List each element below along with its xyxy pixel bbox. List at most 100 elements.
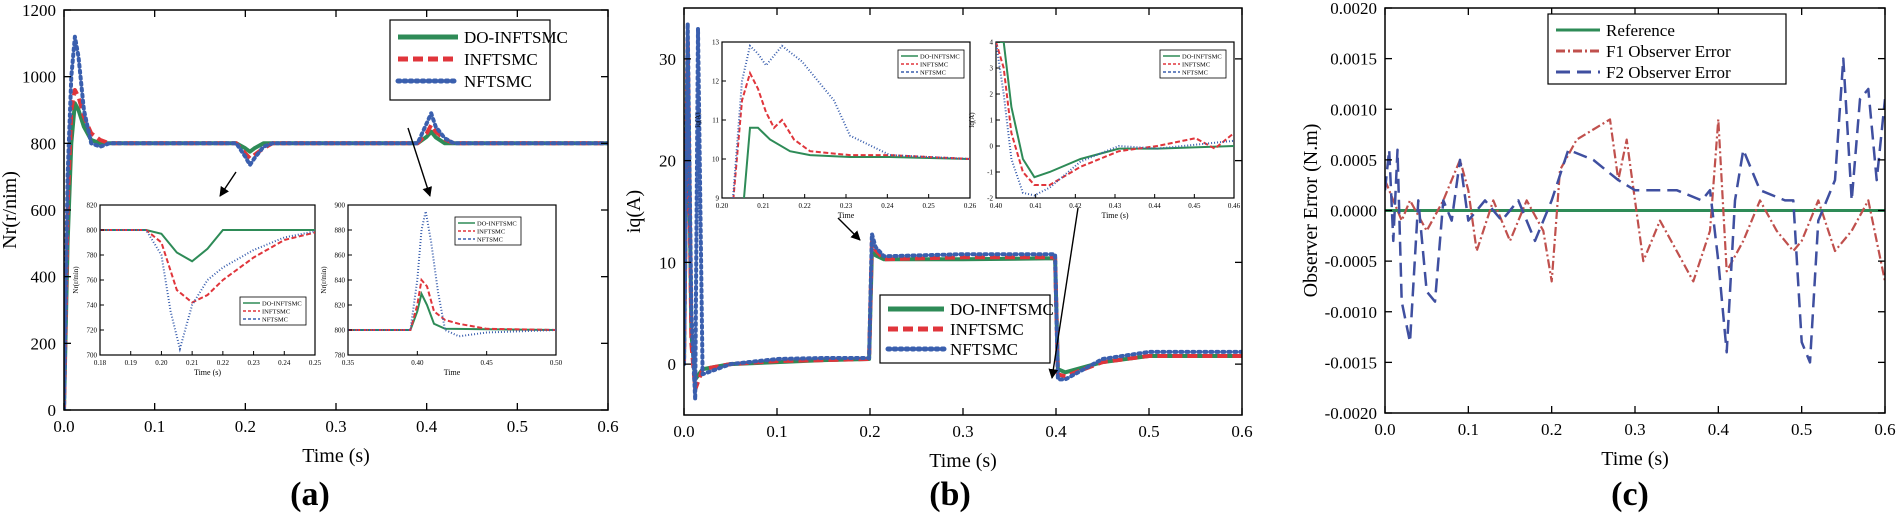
inset-legend-entry: NFTSMC <box>477 237 503 244</box>
inset-x-tick-label: 0.25 <box>309 359 322 367</box>
x-tick-label: 0.5 <box>1138 422 1159 441</box>
x-tick-label: 0.3 <box>1624 420 1645 439</box>
series-line-do-inftsmc <box>64 101 608 410</box>
inset-y-tick-label: 880 <box>335 227 346 235</box>
zoom-arrow <box>1048 207 1079 379</box>
y-tick-label: 0.0010 <box>1330 100 1377 119</box>
y-tick-label: 0.0005 <box>1330 151 1377 170</box>
inset-x-tick-label: 0.46 <box>1228 202 1241 210</box>
inset-series-line <box>100 229 315 304</box>
x-tick-label: 0.4 <box>1708 420 1730 439</box>
x-tick-label: 0.6 <box>1874 420 1895 439</box>
zoom-arrow <box>219 171 237 197</box>
y-tick-label: 20 <box>659 152 676 171</box>
series-line-nftsmc <box>684 21 1242 402</box>
inset-y-tick-label: 720 <box>87 327 98 335</box>
inset-y-tick-label: 780 <box>87 252 98 260</box>
inset-legend-entry: DO-INFTSMC <box>262 301 302 308</box>
x-tick-label: 0.4 <box>1045 422 1067 441</box>
inset-series-line <box>996 42 1234 179</box>
y-tick-label: 0.0020 <box>1330 0 1377 18</box>
inset-x-tick-label: 0.42 <box>1069 202 1082 210</box>
legend-entry: NFTSMC <box>950 340 1018 359</box>
legend: Reference F1 Observer Error F2 Observer Er… <box>1547 13 1787 85</box>
zoom-arrow <box>837 217 861 241</box>
inset-series-line <box>996 42 1234 197</box>
x-tick-label: 0.2 <box>1541 420 1562 439</box>
y-tick-label: 600 <box>31 201 57 220</box>
series-group <box>1385 57 1885 364</box>
inset-plot: 0.20 0.21 0.22 0.23 0.24 0.25 0.26 9 10 11 12 13 Tim… <box>694 39 977 221</box>
inset-legend-entry: INFTSMC <box>1182 62 1210 69</box>
inset-x-tick-label: 0.22 <box>799 202 812 210</box>
x-tick-label: 0.0 <box>673 422 694 441</box>
inset-y-tick-label: 900 <box>335 202 346 210</box>
y-tick-label: 400 <box>31 268 57 287</box>
panel-label: (c) <box>1611 476 1649 513</box>
y-tick-label: -0.0015 <box>1325 353 1377 372</box>
series-line-inftsmc <box>64 88 608 410</box>
legend-entry: F2 Observer Error <box>1606 63 1731 82</box>
inset-legend-entry: INFTSMC <box>920 62 948 69</box>
x-axis-label: Time (s) <box>1601 448 1669 470</box>
inset-x-tick-label: 0.20 <box>716 202 729 210</box>
inset-y-tick-label: 9 <box>716 195 720 203</box>
y-tick-label: 200 <box>31 334 57 353</box>
inset-y-tick-label: 3 <box>990 65 994 73</box>
legend-entry: NFTSMC <box>464 72 532 91</box>
x-tick-label: 0.5 <box>507 417 528 436</box>
inset-x-tick-label: 0.20 <box>155 359 168 367</box>
y-tick-label: 800 <box>31 134 57 153</box>
inset-y-tick-label: 800 <box>335 327 346 335</box>
inset-y-label: Nr(r/min) <box>320 266 328 294</box>
legend-entry: F1 Observer Error <box>1606 42 1731 61</box>
series-line-f2-observer-error <box>1385 57 1885 364</box>
y-tick-label: 0 <box>668 355 677 374</box>
x-tick-label: 0.1 <box>144 417 165 436</box>
x-tick-label: 0.4 <box>416 417 438 436</box>
inset-x-tick-label: 0.23 <box>840 202 853 210</box>
panel-a: 0.0 0.1 0.2 0.3 0.4 0.5 0.6 0 200 400 600 800 1000 12… <box>0 1 619 513</box>
x-tick-label: 0.6 <box>597 417 618 436</box>
inset-x-tick-label: 0.50 <box>550 359 563 367</box>
x-tick-label: 0.3 <box>325 417 346 436</box>
inset-y-tick-label: 820 <box>335 302 346 310</box>
inset-x-tick-label: 0.44 <box>1149 202 1162 210</box>
inset-legend-entry: DO-INFTSMC <box>1182 54 1222 61</box>
y-tick-label: 0 <box>48 401 57 420</box>
inset-series-line <box>348 290 556 331</box>
inset-y-tick-label: 800 <box>87 227 98 235</box>
x-tick-label: 0.6 <box>1231 422 1252 441</box>
inset-x-label: Time <box>838 211 855 220</box>
x-tick-label: 0.0 <box>1374 420 1395 439</box>
inset-y-tick-label: 840 <box>335 277 346 285</box>
inset-legend-entry: DO-INFTSMC <box>477 221 517 228</box>
x-tick-label: 0.2 <box>235 417 256 436</box>
inset-x-tick-label: 0.35 <box>342 359 355 367</box>
inset-y-tick-label: 11 <box>712 117 719 125</box>
inset-x-tick-label: 0.40 <box>411 359 424 367</box>
inset-legend-entry: INFTSMC <box>262 309 290 316</box>
x-axis-label: Time (s) <box>929 450 997 472</box>
inset-x-tick-label: 0.26 <box>964 202 977 210</box>
inset-x-tick-label: 0.43 <box>1109 202 1122 210</box>
inset-y-tick-label: 12 <box>712 78 720 86</box>
inset-plot: 0.35 0.40 0.45 0.50 780 800 820 840 860 880 900 Tim… <box>320 202 563 378</box>
y-tick-label: -0.0005 <box>1325 252 1377 271</box>
legend-entry: INFTSMC <box>950 320 1024 339</box>
y-axis-label: Nr(r/nim) <box>0 171 21 249</box>
y-tick-label: 0.0000 <box>1330 202 1377 221</box>
inset-x-tick-label: 0.19 <box>125 359 138 367</box>
inset-x-tick-label: 0.41 <box>1030 202 1043 210</box>
inset-series <box>348 211 556 338</box>
y-tick-label: 0.0015 <box>1330 50 1377 69</box>
inset-series-line <box>100 229 315 353</box>
inset-x-tick-label: 0.45 <box>481 359 494 367</box>
inset-legend-entry: NFTSMC <box>920 70 946 77</box>
panel-label: (b) <box>929 476 971 513</box>
inset-series <box>731 43 970 198</box>
y-tick-label: 10 <box>659 253 676 272</box>
inset-x-tick-label: 0.23 <box>247 359 260 367</box>
